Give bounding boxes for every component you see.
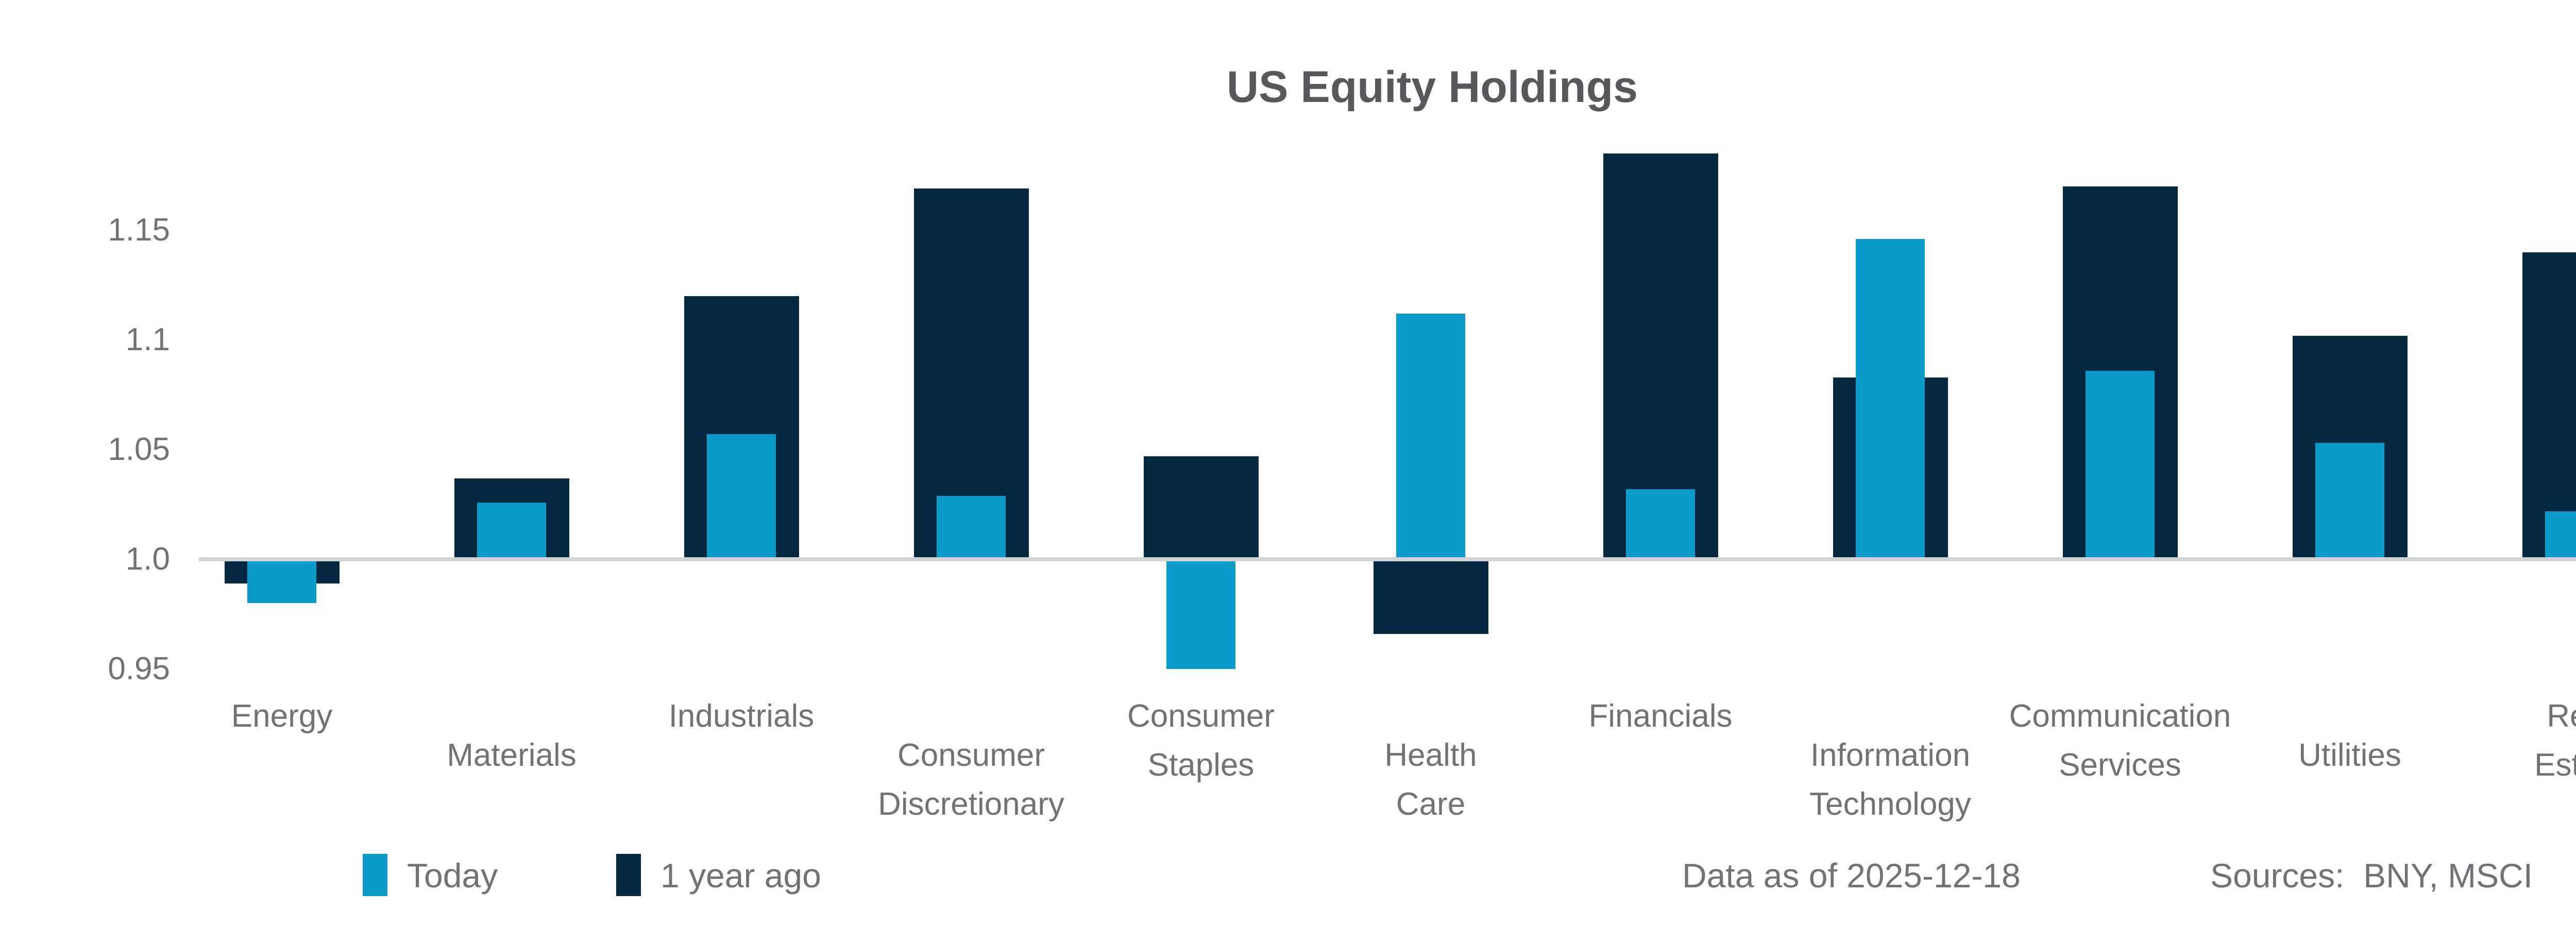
bar-today-real-estate — [2545, 511, 2576, 557]
baseline-axis-line — [199, 557, 2576, 561]
y-tick-1-05: 1.05 — [108, 432, 170, 467]
data-as-of-note: Data as of 2025-12-18 — [1682, 856, 2021, 895]
y-tick-1-15: 1.15 — [108, 212, 170, 248]
x-label-consumer-staples: Consumer Staples — [1127, 698, 1275, 783]
chart-title: US Equity Holdings — [1227, 62, 1638, 112]
bar-today-materials — [477, 503, 546, 557]
bar-today-health-care — [1396, 314, 1465, 557]
bar-1-year-ago-health-care — [1373, 561, 1488, 634]
y-tick-1-0: 1.0 — [125, 541, 170, 577]
bar-today-information-technology — [1856, 239, 1925, 557]
legend-label-today: Today — [407, 856, 498, 895]
bar-1-year-ago-consumer-staples — [1143, 456, 1259, 557]
x-label-industrials: Industrials — [668, 698, 815, 734]
bar-today-industrials — [707, 434, 776, 557]
bar-today-consumer-discretionary — [937, 496, 1006, 557]
bar-today-utilities — [2315, 443, 2384, 557]
bar-today-communication-services — [2086, 371, 2155, 557]
bar-today-financials — [1626, 489, 1695, 557]
bar-today-energy — [247, 561, 316, 603]
bar-1-year-ago-real-estate — [2522, 252, 2576, 557]
x-label-consumer-discretionary: Consumer Discretionary — [878, 737, 1064, 822]
x-label-real-estate: Real Estate — [2534, 698, 2576, 783]
x-label-energy: Energy — [231, 698, 333, 734]
y-tick-0-95: 0.95 — [108, 651, 170, 686]
x-label-materials: Materials — [447, 737, 577, 773]
legend-swatch-1-year-ago — [616, 854, 641, 896]
sources-note: Sources: BNY, MSCI — [2210, 856, 2533, 895]
bar-1-year-ago-consumer-discretionary — [913, 188, 1029, 557]
bar-today-consumer-staples — [1166, 561, 1235, 669]
x-label-utilities: Utilities — [2298, 737, 2401, 773]
y-tick-1-1: 1.1 — [125, 322, 170, 357]
legend-swatch-today — [363, 854, 387, 896]
legend-label-1-year-ago: 1 year ago — [660, 856, 821, 895]
x-label-health-care: Health Care — [1384, 737, 1477, 822]
x-label-information-technology: Information Technology — [1809, 737, 1971, 822]
x-label-communication-services: Communication Services — [2009, 698, 2231, 783]
x-label-financials: Financials — [1588, 698, 1733, 734]
